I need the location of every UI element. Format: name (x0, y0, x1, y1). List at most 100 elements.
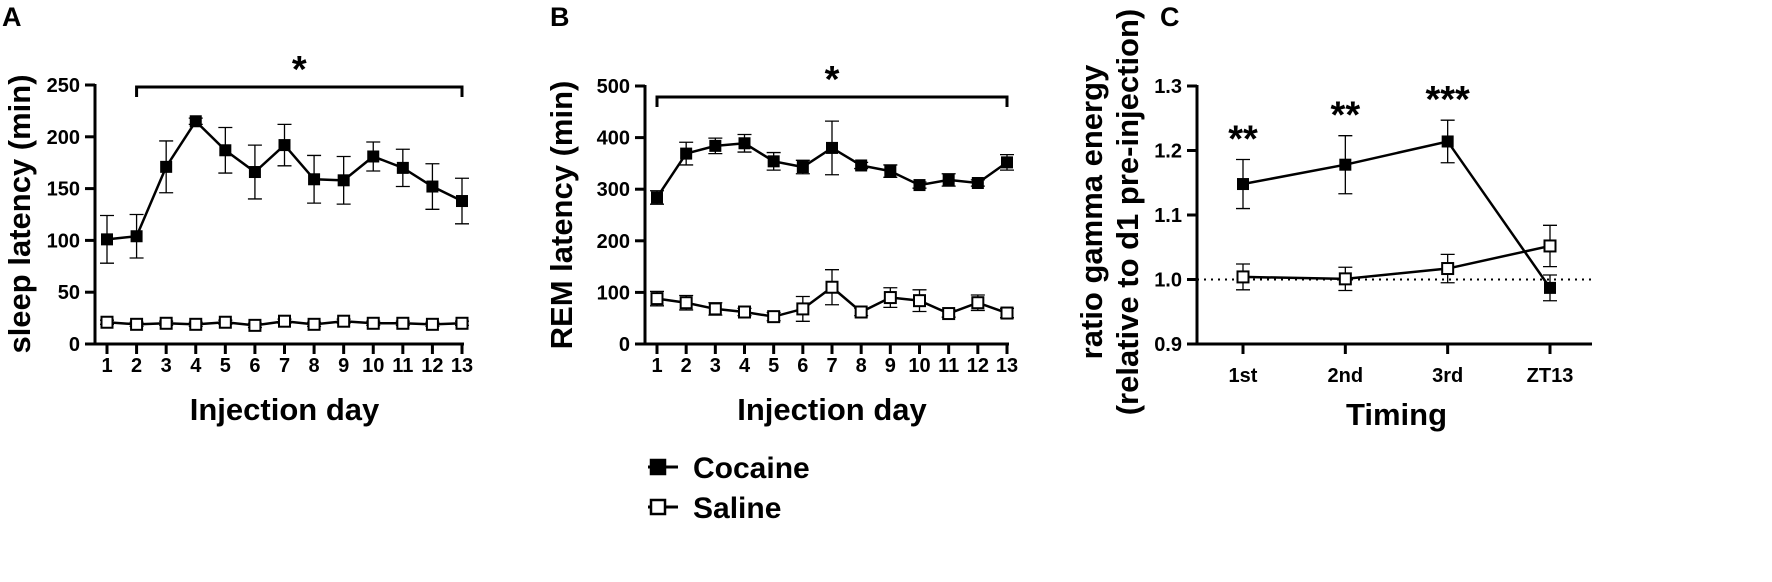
panel-a-y-tick-label: 100 (47, 230, 80, 252)
panel-b-cocaine-point (680, 147, 693, 160)
panel-c-saline-point (1543, 239, 1557, 253)
panel-a-saline-point (248, 318, 262, 332)
panel-a-saline-point (366, 316, 380, 330)
panel-b-x-tick-label: 5 (768, 355, 779, 377)
panel-b-cocaine-point (738, 137, 751, 150)
panel-b-saline-point (854, 305, 868, 319)
panel-c-cocaine-point (1544, 281, 1556, 294)
panel-c-y-axis-title-2: (relative to d1 pre-injection) (1110, 9, 1145, 416)
panel-a-significance-bracket (135, 85, 464, 97)
panel-b-y-tick-label: 100 (597, 282, 630, 304)
panel-a-cocaine-point (278, 139, 291, 152)
panel-b-saline-point (708, 302, 722, 316)
panel-b-significance-star: * (825, 59, 840, 101)
panel-c-saline-point (1338, 272, 1352, 286)
panel-a-saline-point (425, 317, 439, 331)
panel-b-x-tick-label: 2 (681, 355, 692, 377)
panel-b-x-tick-label: 12 (967, 355, 989, 377)
panel-a-x-tick-label: 13 (451, 355, 473, 377)
panel-c-saline-point (1441, 262, 1455, 276)
panel-a-cocaine-point (456, 195, 468, 208)
panel-a-saline-point (337, 314, 351, 328)
legend-cocaine-label: Cocaine (693, 452, 810, 485)
panel-c-y-tick-label: 1.3 (1154, 76, 1182, 98)
panel-b-cocaine-point (1001, 156, 1013, 169)
panel-a-y-tick-label: 50 (58, 282, 80, 304)
legend-saline-label: Saline (693, 492, 781, 525)
panel-b-saline-point (738, 305, 751, 319)
panel-c-significance-stars: *** (1425, 79, 1470, 121)
panel-b-x-tick-label: 11 (938, 355, 959, 377)
panel-a-x-axis-title: Injection day (190, 392, 380, 427)
panel-a-saline-point (307, 317, 321, 331)
panel-a-y-axis-title: sleep latency (min) (2, 74, 37, 353)
panel-a-cocaine-point (396, 161, 409, 174)
panel-b-saline-point (650, 292, 664, 306)
panel-a-saline-point (455, 316, 469, 330)
panel-a-cocaine-point (426, 180, 439, 193)
panel-a-y-tick-label: 150 (47, 179, 80, 201)
panel-a-saline-point (396, 316, 410, 330)
panel-b-cocaine-point (796, 161, 809, 174)
panel-c-x-axis-title: Timing (1346, 397, 1447, 432)
panel-a-cocaine-point (189, 115, 202, 128)
panel-b-saline-point (883, 291, 897, 305)
panel-b-cocaine-point (651, 191, 663, 204)
panel-b-x-axis-title: Injection day (737, 392, 927, 427)
panel-b-y-tick-label: 200 (597, 231, 630, 253)
panel-a-cocaine-point (367, 150, 380, 163)
panel-b-saline-point (971, 296, 985, 310)
panel-a-x-tick-label: 1 (101, 355, 112, 377)
panel-c-y-tick-label: 1.0 (1154, 270, 1182, 292)
panel-b-cocaine-point (767, 155, 780, 168)
panel-b-significance-bracket (655, 95, 1009, 107)
panel-a-saline-point (159, 316, 173, 330)
panel-c-y-tick-label: 1.1 (1154, 205, 1182, 227)
panel-b-x-tick-label: 7 (826, 355, 837, 377)
panel-a-x-tick-label: 7 (279, 355, 290, 377)
panel-c-cocaine-point (1441, 135, 1454, 148)
legend: Cocaine Saline (648, 452, 810, 525)
panel-a-cocaine-point (308, 173, 321, 186)
panel-b-cocaine-point (971, 177, 984, 190)
panel-a-saline-point (130, 317, 144, 331)
panel-a-cocaine-point (248, 166, 261, 179)
panel-c-saline-point (1236, 270, 1250, 284)
panel-c-saline-line (1242, 244, 1551, 281)
panel-c-cocaine-point (1339, 158, 1352, 171)
panel-b-x-tick-label: 9 (885, 355, 896, 377)
panel-a-cocaine-point (130, 230, 143, 243)
panel-b-saline-point (825, 280, 839, 294)
panel-a-letter: A (2, 2, 22, 32)
panel-b-letter: B (550, 2, 570, 32)
panel-a-saline-point (189, 317, 203, 331)
panel-b-cocaine-point (884, 165, 897, 178)
panel-a-cocaine-point (219, 144, 232, 157)
panel-a-cocaine-point (160, 160, 173, 173)
panel-a-x-tick-label: 4 (190, 355, 202, 377)
panel-b-x-tick-label: 4 (739, 355, 751, 377)
panel-a-saline-point (218, 315, 232, 329)
panel-b-y-tick-label: 300 (597, 179, 630, 201)
legend-cocaine-marker (649, 458, 667, 476)
panel-a-x-tick-label: 12 (421, 355, 443, 377)
panel-b-cocaine-point (913, 179, 926, 192)
panel-a-x-tick-label: 11 (392, 355, 413, 377)
panel-c-cocaine-point (1237, 178, 1249, 191)
panel-c-x-tick-label: 1st (1229, 365, 1258, 387)
panel-b-y-tick-label: 500 (597, 76, 630, 98)
panel-b-saline-point (913, 294, 926, 308)
panel-c-x-tick-label: ZT13 (1527, 365, 1574, 387)
panel-a-x-tick-label: 9 (338, 355, 349, 377)
panel-b-cocaine-point (942, 173, 955, 186)
panel-a-cocaine-point (101, 233, 113, 246)
panel-a-x-tick-label: 5 (220, 355, 231, 377)
panel-b-saline-point (679, 296, 693, 310)
panel-b-saline-point (767, 310, 781, 324)
panel-c: C 0.9 1.0 1.1 1.2 1.3 1st 2nd 3rd ZT13 Timing rati… (1074, 2, 1592, 432)
panel-c-y-tick-label: 0.9 (1154, 334, 1182, 356)
panel-a-significance-star: * (292, 49, 307, 91)
